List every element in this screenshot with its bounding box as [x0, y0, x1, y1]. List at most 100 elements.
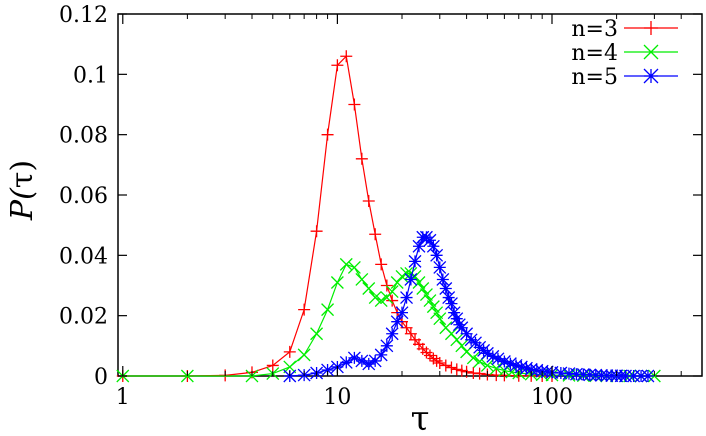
- data-point: [480, 346, 494, 360]
- data-point: [426, 239, 440, 253]
- data-point: [412, 276, 426, 289]
- data-point: [497, 355, 511, 368]
- data-point: [619, 369, 632, 383]
- data-point: [480, 358, 494, 372]
- data-point: [330, 276, 344, 289]
- data-point: [473, 367, 486, 380]
- data-point: [455, 339, 469, 353]
- data-point: [514, 360, 528, 374]
- data-point: [310, 225, 323, 238]
- data-point: [380, 339, 394, 353]
- data-point: [464, 333, 478, 347]
- y-tick-label: 0.12: [59, 3, 108, 28]
- data-point: [554, 366, 568, 380]
- data-point: [643, 68, 659, 84]
- data-point: [466, 351, 480, 365]
- data-point: [355, 354, 369, 368]
- data-point: [386, 294, 399, 307]
- data-point: [339, 355, 353, 369]
- data-point: [283, 345, 296, 358]
- data-point: [298, 303, 311, 316]
- data-point: [576, 368, 590, 381]
- data-point: [347, 351, 361, 365]
- data-point: [433, 260, 447, 274]
- series-line: [289, 236, 648, 377]
- data-point: [419, 288, 433, 302]
- data-point: [375, 258, 388, 271]
- data-point: [348, 98, 361, 111]
- data-point: [408, 254, 422, 268]
- data-point: [641, 369, 655, 383]
- data-point: [426, 300, 440, 314]
- data-point: [436, 273, 450, 286]
- data-point: [509, 358, 523, 372]
- data-point: [374, 348, 388, 362]
- x-tick-label: 100: [531, 385, 573, 410]
- series-n=5: [283, 230, 655, 383]
- data-point: [321, 128, 334, 141]
- data-point: [430, 306, 444, 320]
- data-point: [321, 363, 335, 377]
- data-point: [404, 273, 418, 286]
- data-point: [321, 303, 335, 317]
- data-point: [643, 44, 659, 60]
- data-point: [362, 357, 376, 371]
- series-line: [122, 263, 655, 377]
- y-tick-label: 0.04: [59, 244, 108, 269]
- y-tick-label: 0.02: [59, 305, 108, 330]
- data-point: [423, 233, 437, 247]
- data-point: [445, 361, 458, 374]
- data-point: [385, 327, 399, 341]
- data-point: [368, 354, 382, 368]
- data-point: [486, 349, 500, 363]
- y-tick-label: 0: [94, 365, 108, 390]
- data-point: [368, 291, 382, 305]
- tick-layer: 0 0.02 0.04 0.06 0.08 0.1 0.12 1 10 100: [59, 3, 703, 410]
- data-point: [427, 352, 440, 365]
- data-point: [430, 354, 443, 367]
- data-point: [444, 297, 458, 311]
- data-point: [395, 306, 409, 320]
- data-point: [347, 260, 361, 274]
- data-point: [412, 239, 426, 253]
- data-point: [627, 369, 641, 383]
- data-point: [447, 306, 461, 320]
- data-point: [460, 327, 474, 341]
- data-point: [644, 21, 658, 35]
- data-point: [562, 367, 576, 381]
- data-point: [355, 273, 369, 286]
- data-point: [503, 357, 517, 371]
- data-point: [339, 257, 353, 271]
- data-point: [497, 364, 511, 378]
- data-point: [385, 285, 399, 298]
- legend-label: n=3: [571, 17, 618, 42]
- y-tick-label: 0.1: [73, 63, 108, 88]
- data-point: [569, 367, 583, 381]
- x-tick-label: 10: [323, 385, 351, 410]
- y-tick-label: 0.08: [59, 124, 108, 149]
- data-point: [433, 357, 446, 370]
- data-point: [404, 327, 417, 340]
- x-tick-label: 1: [116, 385, 130, 410]
- data-point: [583, 368, 597, 382]
- data-point: [266, 359, 279, 372]
- data-point: [430, 248, 444, 262]
- y-axis-title-symbol: τ: [5, 172, 40, 189]
- series-layer: [116, 50, 661, 383]
- series-n=3: [116, 50, 558, 382]
- data-point: [524, 362, 538, 376]
- data-point: [450, 312, 464, 326]
- y-axis-title-suffix: ): [5, 160, 40, 172]
- y-axis-title-prefix: P(: [5, 187, 40, 221]
- data-point: [340, 50, 353, 63]
- data-point: [310, 327, 324, 341]
- data-point: [331, 59, 344, 72]
- y-axis-title: P(τ): [5, 160, 40, 221]
- data-point: [473, 340, 487, 354]
- data-point: [355, 152, 368, 165]
- data-point: [442, 291, 456, 305]
- x-axis-title: τ: [411, 399, 430, 436]
- data-point: [283, 360, 297, 374]
- data-point: [416, 282, 430, 295]
